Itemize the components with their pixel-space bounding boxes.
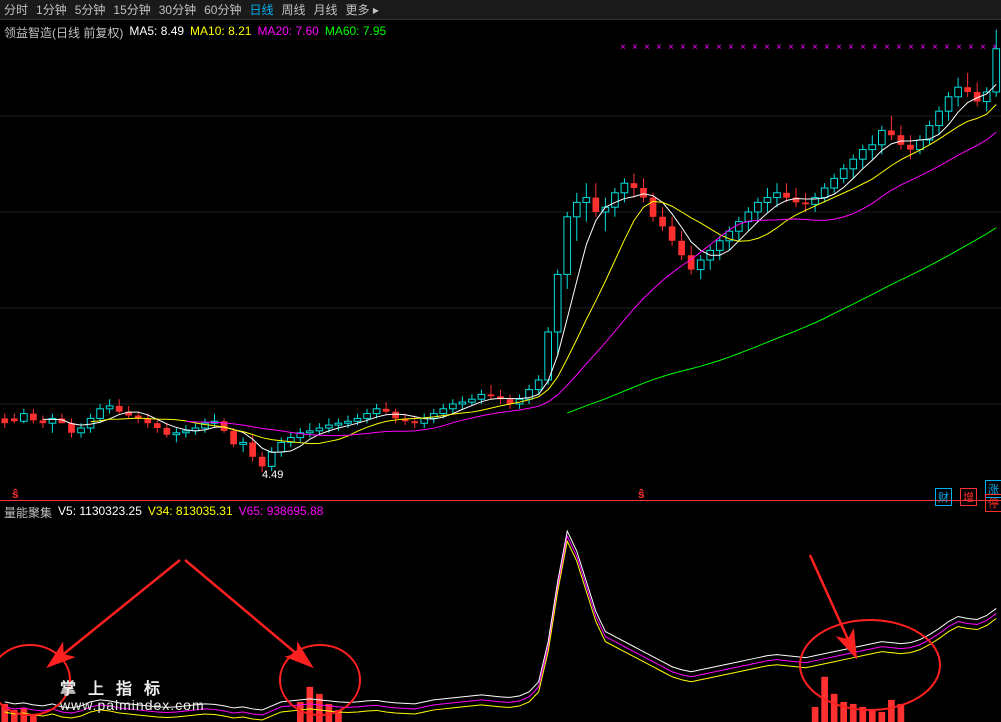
- svg-text:×: ×: [788, 42, 794, 53]
- svg-text:×: ×: [704, 42, 710, 53]
- timeframe-toolbar: 分时 1分钟 5分钟 15分钟 30分钟 60分钟 日线 周线 月线 更多 ▸: [0, 0, 1001, 20]
- svg-text:×: ×: [980, 42, 986, 53]
- tf-item[interactable]: 分时: [4, 1, 28, 18]
- ma60-legend: MA60: 7.95: [325, 24, 386, 41]
- tf-item-more[interactable]: 更多 ▸: [346, 1, 379, 18]
- tf-item[interactable]: 周线: [281, 1, 305, 18]
- svg-text:×: ×: [692, 42, 698, 53]
- tf-item[interactable]: 1分钟: [36, 1, 67, 18]
- svg-text:4.49: 4.49: [262, 469, 283, 481]
- watermark-cn: 掌上指标: [60, 675, 205, 699]
- svg-text:×: ×: [860, 42, 866, 53]
- svg-text:×: ×: [908, 42, 914, 53]
- svg-text:×: ×: [644, 42, 650, 53]
- svg-text:×: ×: [764, 42, 770, 53]
- svg-text:×: ×: [668, 42, 674, 53]
- main-legend: 领益智造(日线 前复权) MA5: 8.49 MA10: 8.21 MA20: …: [4, 24, 386, 41]
- svg-text:×: ×: [632, 42, 638, 53]
- v5-legend: V5: 1130323.25: [58, 504, 142, 521]
- svg-text:×: ×: [680, 42, 686, 53]
- svg-text:×: ×: [728, 42, 734, 53]
- badge-zeng[interactable]: 增: [960, 488, 977, 506]
- svg-text:×: ×: [752, 42, 758, 53]
- svg-text:×: ×: [824, 42, 830, 53]
- svg-text:×: ×: [944, 42, 950, 53]
- ma10-legend: MA10: 8.21: [190, 24, 251, 41]
- tf-item[interactable]: 60分钟: [204, 1, 241, 18]
- svg-text:×: ×: [896, 42, 902, 53]
- svg-text:×: ×: [800, 42, 806, 53]
- badge-cai[interactable]: 财: [935, 488, 952, 506]
- svg-text:×: ×: [968, 42, 974, 53]
- svg-text:×: ×: [836, 42, 842, 53]
- tf-item[interactable]: 30分钟: [159, 1, 196, 18]
- watermark-url: www.palmindex.com: [60, 697, 205, 713]
- svg-text:×: ×: [740, 42, 746, 53]
- svg-text:×: ×: [932, 42, 938, 53]
- svg-text:ŝ: ŝ: [12, 487, 19, 500]
- sub-legend-title: 量能聚集: [4, 504, 52, 521]
- svg-text:×: ×: [716, 42, 722, 53]
- watermark: 掌上指标 www.palmindex.com: [60, 675, 205, 713]
- tf-item[interactable]: 15分钟: [113, 1, 150, 18]
- svg-text:×: ×: [656, 42, 662, 53]
- svg-text:×: ×: [884, 42, 890, 53]
- tf-item-active[interactable]: 日线: [249, 1, 273, 18]
- tf-item[interactable]: 月线: [314, 1, 338, 18]
- svg-text:×: ×: [776, 42, 782, 53]
- ma5-legend: MA5: 8.49: [129, 24, 184, 41]
- svg-text:ŝ: ŝ: [638, 487, 645, 500]
- svg-text:×: ×: [956, 42, 962, 53]
- svg-text:×: ×: [920, 42, 926, 53]
- tf-item[interactable]: 5分钟: [75, 1, 106, 18]
- svg-text:×: ×: [872, 42, 878, 53]
- svg-text:×: ×: [848, 42, 854, 53]
- svg-text:×: ×: [812, 42, 818, 53]
- ma20-legend: MA20: 7.60: [257, 24, 318, 41]
- sub-legend: 量能聚集 V5: 1130323.25 V34: 813035.31 V65: …: [4, 504, 323, 521]
- svg-text:×: ×: [620, 42, 626, 53]
- v65-legend: V65: 938695.88: [239, 504, 324, 521]
- legend-title: 领益智造(日线 前复权): [4, 24, 123, 41]
- v34-legend: V34: 813035.31: [148, 504, 233, 521]
- main-chart[interactable]: ××××××××××××××××××××××××××××××××4.49ŝŝ: [0, 20, 1001, 500]
- badge-ting[interactable]: 停: [985, 494, 1001, 512]
